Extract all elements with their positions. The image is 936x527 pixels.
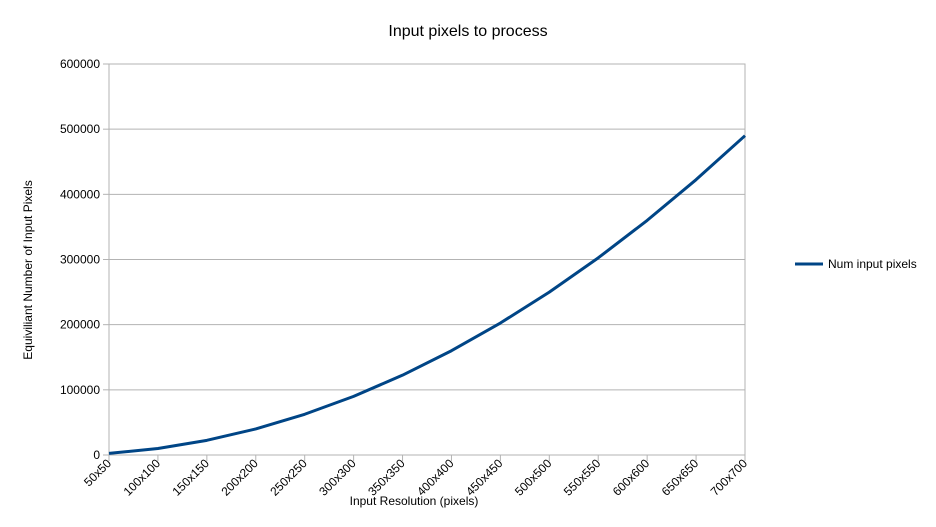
x-tick-label: 350x350 <box>365 456 408 499</box>
gridlines <box>109 63 745 456</box>
y-tick-label: 100000 <box>60 383 100 397</box>
legend-label: Num input pixels <box>828 257 917 271</box>
x-axis: 50x50 100x100 150x150 200x200 250x250 300x300… <box>81 455 750 499</box>
x-tick-label: 100x100 <box>121 456 164 499</box>
x-tick-label: 700x700 <box>708 456 751 499</box>
x-tick-label: 450x450 <box>463 456 506 499</box>
y-tick-label: 300000 <box>60 253 100 267</box>
x-tick-label: 550x550 <box>561 456 604 499</box>
x-tick-label: 200x200 <box>218 456 261 499</box>
y-tick-label: 200000 <box>60 318 100 332</box>
x-tick-label: 300x300 <box>316 456 359 499</box>
y-tick-label: 0 <box>93 448 100 462</box>
x-tick-label: 400x400 <box>414 456 457 499</box>
x-tick-label: 650x650 <box>659 456 702 499</box>
y-tick-label: 400000 <box>60 187 100 201</box>
series-layer <box>108 134 747 455</box>
series-line-0 <box>108 134 747 455</box>
x-axis-label: Input Resolution (pixels) <box>350 494 479 508</box>
x-tick-label: 250x250 <box>267 456 310 499</box>
x-tick-label: 500x500 <box>512 456 555 499</box>
x-tick-label: 150x150 <box>170 456 213 499</box>
chart-title: Input pixels to process <box>388 23 547 40</box>
y-axis-label: Equiviliant Number of Input Pixels <box>21 180 35 359</box>
x-tick-label: 600x600 <box>610 456 653 499</box>
y-axis: 0 100000 200000 300000 400000 500000 600000 <box>60 57 109 462</box>
y-tick-label: 500000 <box>60 122 100 136</box>
legend: Num input pixels <box>795 257 917 271</box>
y-tick-label: 600000 <box>60 57 100 71</box>
